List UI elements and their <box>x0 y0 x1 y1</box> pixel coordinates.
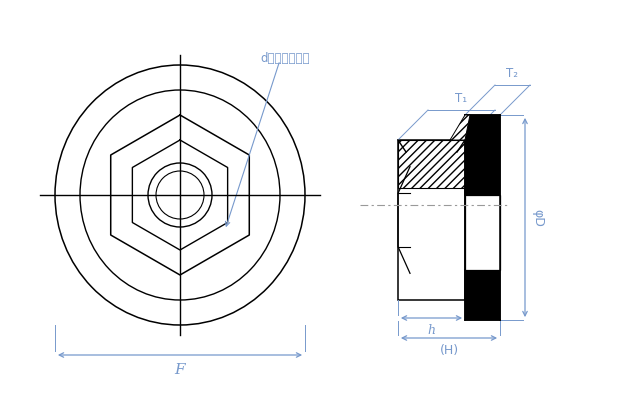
Bar <box>398 140 465 300</box>
Text: T₁: T₁ <box>456 92 468 105</box>
Text: φD: φD <box>531 208 544 226</box>
Text: F: F <box>175 363 186 377</box>
Bar <box>465 195 500 270</box>
Text: T₂: T₂ <box>506 67 518 80</box>
Text: h: h <box>428 324 435 337</box>
Bar <box>465 270 500 320</box>
Bar <box>398 140 465 188</box>
Text: d：ねじの呼び: d：ねじの呼び <box>260 52 310 65</box>
Bar <box>465 115 500 195</box>
Polygon shape <box>450 115 470 140</box>
Text: (H): (H) <box>440 344 459 357</box>
